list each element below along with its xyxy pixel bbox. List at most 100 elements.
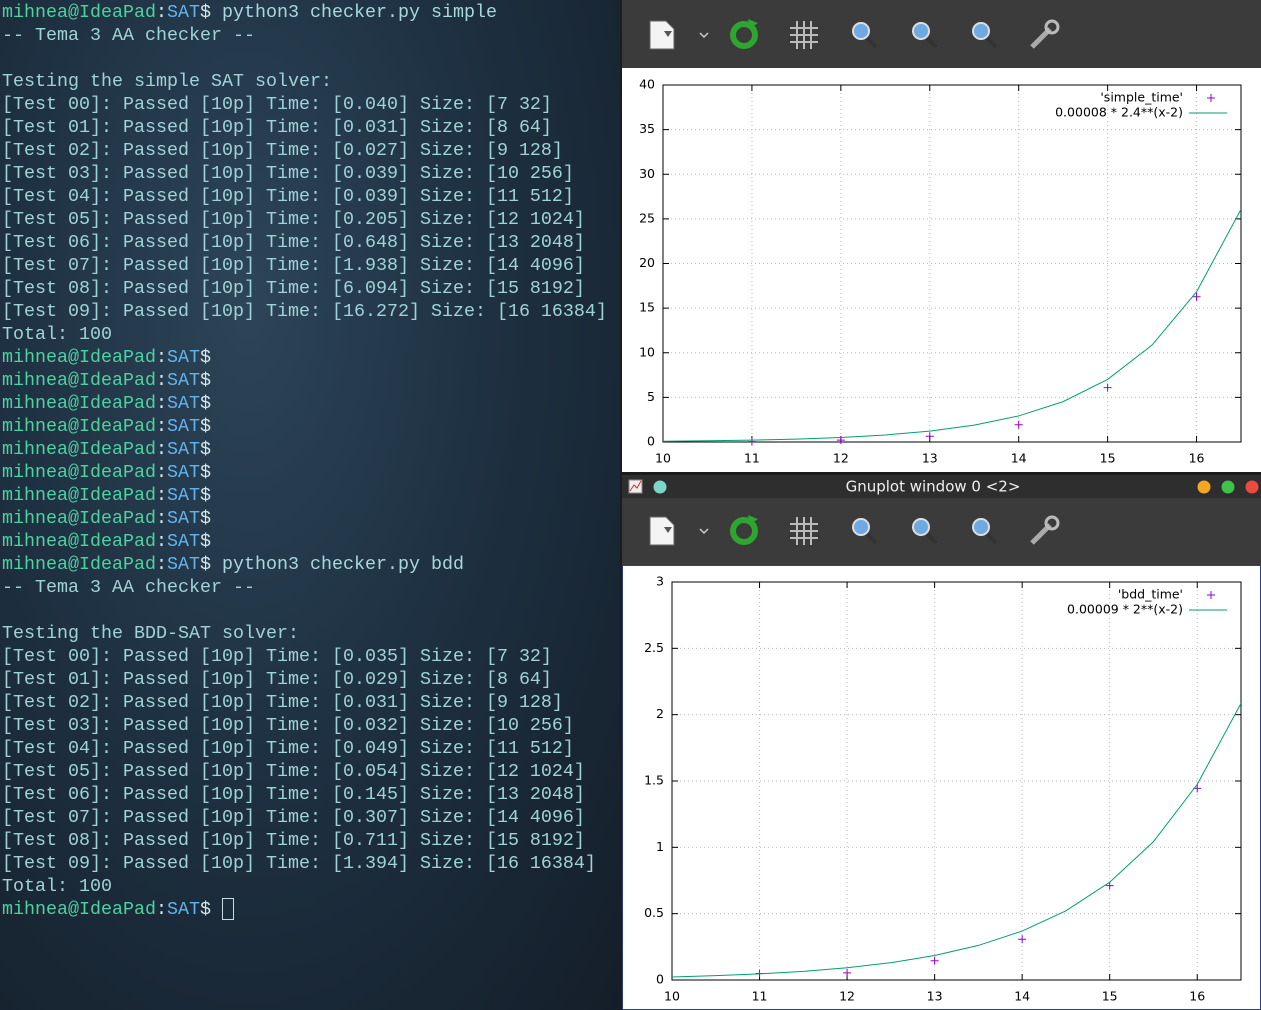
prompt-sep: :: [155, 347, 167, 368]
prompt-dir: SAT: [166, 485, 200, 506]
prompt-user: mihnea@IdeaPad: [2, 416, 156, 437]
output-line: [Test 07]: Passed [10p] Time: [0.307] Si…: [2, 806, 585, 829]
output-line: Total: 100: [2, 323, 112, 346]
output-line: [Test 03]: Passed [10p] Time: [0.039] Si…: [2, 162, 574, 185]
prompt-line: mihnea@IdeaPad:SAT$: [2, 346, 211, 369]
legend-label: 'bdd_time': [1118, 587, 1183, 602]
output-line: Testing the BDD-SAT solver:: [2, 622, 299, 645]
prompt-line: mihnea@IdeaPad:SAT$: [2, 530, 211, 553]
heading: Testing the BDD-SAT solver:: [2, 623, 299, 644]
y-tick-label: 20: [639, 255, 655, 270]
output-line: [Test 02]: Passed [10p] Time: [0.031] Si…: [2, 691, 563, 714]
legend-label: 0.00008 * 2.4**(x-2): [1055, 105, 1183, 120]
output-line: [Test 04]: Passed [10p] Time: [0.039] Si…: [2, 185, 574, 208]
prompt-sign: $: [199, 393, 211, 414]
prompt-sign: $: [199, 531, 211, 552]
prompt-user: mihnea@IdeaPad: [2, 485, 156, 506]
prompt-user: mihnea@IdeaPad: [2, 347, 156, 368]
plot-frame: [662, 84, 1242, 443]
prompt-line: mihnea@IdeaPad:SAT$ python3 checker.py bd…: [2, 553, 464, 576]
output-line: [Test 08]: Passed [10p] Time: [6.094] Si…: [2, 277, 585, 300]
y-tick-label: 1: [656, 839, 664, 854]
x-tick-label: 13: [927, 989, 943, 1004]
icons[interactable]: [650, 19, 1058, 49]
data-point: [843, 968, 852, 977]
output-line: [Test 09]: Passed [10p] Time: [1.394] Si…: [2, 852, 596, 875]
prompt-sign: $: [199, 554, 211, 575]
minimize-button[interactable]: [1197, 480, 1211, 494]
maximize-button[interactable]: [1221, 480, 1235, 494]
test-result: [Test 07]: Passed [10p] Time: [0.307] Si…: [2, 807, 585, 828]
toolbar: [622, 0, 1261, 68]
data-point: [1105, 881, 1114, 890]
prompt-user: mihnea@IdeaPad: [2, 508, 156, 529]
data-point: [1192, 292, 1201, 301]
prompt-line: mihnea@IdeaPad:SAT$: [2, 415, 211, 438]
test-result: [Test 06]: Passed [10p] Time: [0.145] Si…: [2, 784, 585, 805]
y-tick-label: 2.5: [644, 640, 664, 655]
x-tick-label: 12: [833, 451, 849, 466]
prompt-sep: :: [155, 485, 167, 506]
prompt-line: mihnea@IdeaPad:SAT$: [2, 369, 211, 392]
prompt-dir: SAT: [166, 439, 200, 460]
prompt-sep: :: [155, 899, 167, 920]
output-line: [Test 06]: Passed [10p] Time: [0.648] Si…: [2, 231, 585, 254]
test-result: [Test 03]: Passed [10p] Time: [0.039] Si…: [2, 163, 574, 184]
prompt-sep: :: [155, 2, 167, 23]
y-tick-label: 0.5: [644, 905, 664, 920]
y-tick-label: 2: [656, 706, 664, 721]
y-tick-label: 15: [639, 300, 655, 315]
prompt-sign: $: [199, 370, 211, 391]
test-result: [Test 04]: Passed [10p] Time: [0.049] Si…: [2, 738, 574, 759]
icons[interactable]: [650, 515, 1058, 545]
test-result: [Test 03]: Passed [10p] Time: [0.032] Si…: [2, 715, 574, 736]
x-tick-label: 16: [1189, 989, 1205, 1004]
prompt-line: mihnea@IdeaPad:SAT$: [2, 461, 211, 484]
prompt-line: mihnea@IdeaPad:SAT$: [2, 438, 211, 461]
x-tick-label: 14: [1011, 451, 1027, 466]
prompt-user: mihnea@IdeaPad: [2, 531, 156, 552]
prompt-dir: SAT: [166, 393, 200, 414]
prompt-dir: SAT: [166, 416, 200, 437]
data-point: [1018, 935, 1027, 944]
y-tick-label: 30: [639, 166, 655, 181]
x-tick-label: 11: [752, 989, 768, 1004]
test-result: [Test 08]: Passed [10p] Time: [0.711] Si…: [2, 830, 585, 851]
prompt-dir: SAT: [166, 508, 200, 529]
test-result: [Test 04]: Passed [10p] Time: [0.039] Si…: [2, 186, 574, 207]
app-icon-line: [629, 480, 642, 492]
test-result: [Test 07]: Passed [10p] Time: [1.938] Si…: [2, 255, 585, 276]
output-line: [Test 03]: Passed [10p] Time: [0.032] Si…: [2, 714, 574, 737]
output-line: [Test 01]: Passed [10p] Time: [0.031] Si…: [2, 116, 552, 139]
toolbar-icons: [622, 0, 1261, 68]
prompt-user: mihnea@IdeaPad: [2, 899, 156, 920]
output-line: Testing the simple SAT solver:: [2, 70, 332, 93]
output-line: [Test 04]: Passed [10p] Time: [0.049] Si…: [2, 737, 574, 760]
test-result: [Test 09]: Passed [10p] Time: [16.272] S…: [2, 301, 607, 322]
y-tick-label: 10: [639, 344, 655, 359]
total: Total: 100: [2, 876, 112, 897]
plot: 0 5 10 15 20 25 30 35 40 10 11 12 13 14 15 16 'simple_ti…: [622, 68, 1261, 472]
x-tick-label: 13: [922, 451, 938, 466]
output-line: [Test 00]: Passed [10p] Time: [0.040] Si…: [2, 93, 552, 116]
x-tick-label: 15: [1100, 451, 1116, 466]
fit-curve: [663, 209, 1241, 442]
output-line: [Test 06]: Passed [10p] Time: [0.145] Si…: [2, 783, 585, 806]
output-line: -- Tema 3 AA checker --: [2, 24, 255, 47]
prompt-user: mihnea@IdeaPad: [2, 462, 156, 483]
banner: -- Tema 3 AA checker --: [2, 25, 255, 46]
total: Total: 100: [2, 324, 112, 345]
prompt-user: mihnea@IdeaPad: [2, 370, 156, 391]
close-button[interactable]: [1245, 480, 1259, 494]
banner: -- Tema 3 AA checker --: [2, 577, 255, 598]
prompt-dir: SAT: [166, 462, 200, 483]
data-point: [925, 432, 934, 441]
y-tick-label: 0: [656, 972, 664, 987]
prompt-user: mihnea@IdeaPad: [2, 393, 156, 414]
prompt-dir: SAT: [166, 899, 200, 920]
prompt-sign: $: [199, 2, 211, 23]
prompt-line: mihnea@IdeaPad:SAT$: [2, 484, 211, 507]
prompt-dir: SAT: [166, 531, 200, 552]
pin-button[interactable]: [653, 480, 667, 494]
y-tick-label: 0: [647, 434, 655, 449]
